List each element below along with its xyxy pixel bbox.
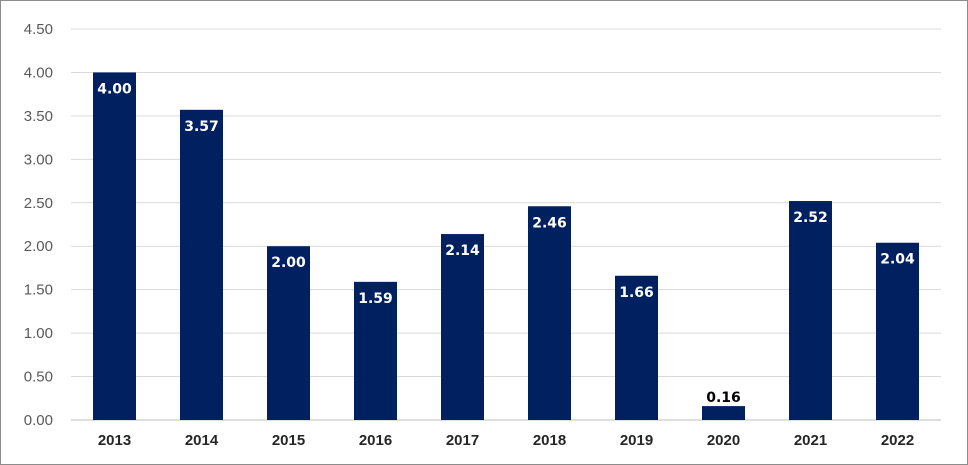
x-tick-label: 2020	[707, 432, 740, 449]
bar	[354, 281, 397, 420]
x-tick-label: 2015	[272, 432, 305, 449]
x-tick-label: 2014	[185, 432, 219, 449]
bars	[93, 72, 919, 420]
y-tick-label: 2.50	[24, 195, 53, 212]
y-tick-label: 3.00	[24, 151, 53, 168]
x-tick-label: 2018	[533, 432, 566, 449]
y-axis-ticks: 0.00 0.50 1.00 1.50 2.00 2.50 3.00 3.50 4.00 4.50	[24, 21, 53, 429]
y-tick-label: 3.50	[24, 108, 53, 125]
bar	[528, 206, 571, 420]
data-label: 0.16	[706, 390, 741, 406]
x-tick-label: 2016	[359, 432, 392, 449]
x-tick-label: 2019	[620, 432, 653, 449]
y-tick-label: 1.50	[24, 282, 53, 299]
bar	[702, 406, 745, 420]
bar	[789, 201, 832, 420]
data-label: 2.00	[271, 255, 306, 271]
y-tick-label: 4.00	[24, 64, 53, 81]
data-label: 1.66	[619, 285, 654, 301]
data-label: 2.14	[445, 243, 480, 259]
y-tick-label: 1.00	[24, 325, 53, 342]
bar	[615, 275, 658, 420]
x-tick-label: 2013	[98, 432, 131, 449]
data-label: 4.00	[97, 81, 132, 97]
x-axis-ticks: 2013 2014 2015 2016 2017 2018 2019 2020 2021 2022	[98, 432, 914, 449]
y-tick-label: 2.00	[24, 238, 53, 255]
data-label: 2.52	[793, 210, 828, 226]
bar	[180, 109, 223, 420]
data-label: 3.57	[184, 119, 219, 135]
bar	[876, 242, 919, 420]
bar	[93, 72, 136, 420]
data-label: 1.59	[358, 291, 393, 307]
y-tick-label: 0.00	[24, 412, 53, 429]
y-tick-label: 0.50	[24, 369, 53, 386]
data-label: 2.46	[532, 215, 567, 231]
data-labels: 4.00 3.57 2.00 1.59 2.14 2.46 1.66 0.16 2.52 2.04	[97, 81, 915, 406]
x-tick-label: 2021	[794, 432, 827, 449]
x-tick-label: 2022	[881, 432, 914, 449]
bar	[441, 234, 484, 420]
bar	[267, 246, 310, 420]
x-tick-label: 2017	[446, 432, 479, 449]
data-label: 2.04	[880, 252, 915, 268]
y-tick-label: 4.50	[24, 21, 53, 38]
